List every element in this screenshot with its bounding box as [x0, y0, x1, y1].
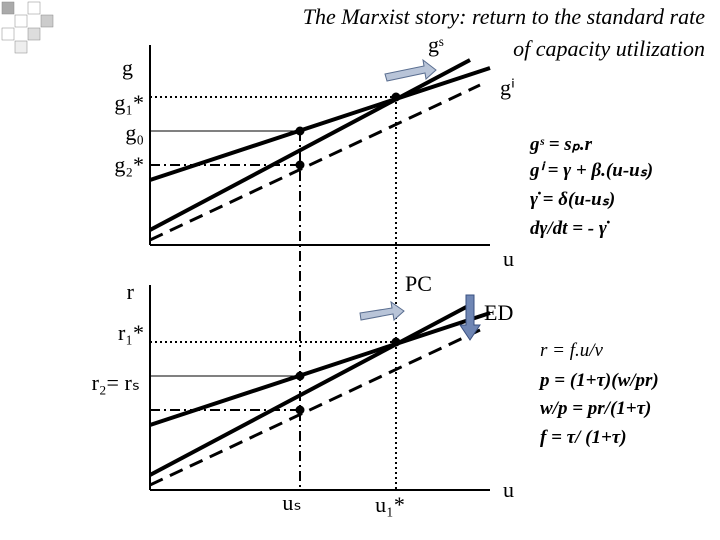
axis-label: g: [122, 55, 133, 80]
axis-label: u: [503, 246, 514, 271]
equation: gⁱ = γ + β.(u-uₛ): [529, 160, 653, 181]
axis-label: r: [127, 279, 135, 304]
label: g₂*: [114, 152, 144, 177]
upper-diagram: [149, 45, 491, 246]
equation: w/p = pr/(1+τ): [540, 398, 651, 419]
equation: p = (1+τ)(w/pr): [538, 370, 659, 391]
title-line: The Marxist story: return to the standar…: [303, 4, 706, 29]
label: gⁱ: [500, 75, 515, 100]
label: r₂= rₛ: [92, 370, 140, 395]
lower-diagram: [149, 97, 491, 491]
title-line: of capacity utilization: [513, 36, 705, 61]
label: g₀: [125, 120, 144, 145]
axis-label: u: [503, 477, 514, 502]
equation: γ̇ = δ(u-uₛ): [530, 189, 615, 210]
equation: gˢ = sₚ.r: [529, 134, 593, 155]
equation: f = τ/ (1+τ): [540, 427, 627, 448]
label: ED: [484, 300, 513, 325]
label: u₁*: [375, 492, 405, 517]
equation: dγ/dt = - γ̇: [530, 218, 610, 239]
label: g₁*: [114, 90, 144, 115]
label: PC: [405, 271, 432, 296]
label: uₛ: [282, 490, 301, 515]
decoration: [1, 1, 54, 54]
label: r₁*: [118, 320, 144, 345]
label: gˢ: [428, 32, 444, 57]
equation: r = f.u/v: [540, 340, 604, 361]
